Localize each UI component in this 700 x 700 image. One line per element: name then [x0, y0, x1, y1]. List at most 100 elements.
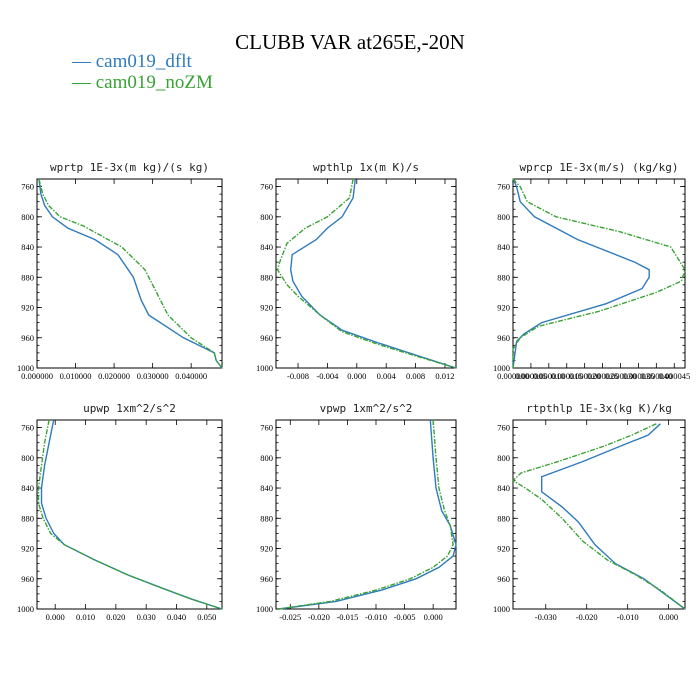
- plot-frame: [36, 419, 223, 610]
- x-tick-label: 0.030000: [137, 371, 169, 381]
- legend-item-dflt: — cam019_dflt: [72, 51, 192, 72]
- panel-1: wprtp 1E-3x(m kg)/(s kg) 760 800 840 880 920 9…: [17, 161, 223, 381]
- x-tick-label: 0.010000: [60, 371, 92, 381]
- x-tick-label: -0.008: [287, 371, 309, 381]
- series-line-nozm: [511, 423, 686, 610]
- plot-frame: [512, 178, 686, 369]
- y-tick-label: 760: [21, 423, 34, 433]
- x-tick-label: -0.005: [394, 612, 416, 622]
- x-tick-label: -0.010: [365, 612, 387, 622]
- panel-3: wprcp 1E-3x(m/s) (kg/kg) 760 800 840 880 920 9…: [493, 161, 690, 381]
- series-line-nozm: [512, 178, 686, 368]
- y-tick-label: 840: [497, 242, 510, 252]
- y-tick-label: 1000: [17, 363, 34, 373]
- panel-title: wprtp 1E-3x(m kg)/(s kg): [50, 161, 209, 174]
- y-tick-label: 880: [260, 513, 273, 523]
- x-tick-label: 0.020: [106, 612, 125, 622]
- y-tick-label: 880: [260, 272, 273, 282]
- legend-label-dflt: cam019_dflt: [95, 51, 192, 72]
- y-tick-label: 1000: [493, 604, 510, 614]
- y-tick-label: 920: [497, 544, 510, 554]
- x-tick-label: 0.000025: [587, 371, 619, 381]
- figure-title: CLUBB VAR at265E,-20N: [235, 30, 465, 54]
- x-tick-label: -0.025: [279, 612, 301, 622]
- x-tick-label: 0.000000: [497, 371, 529, 381]
- legend-label-nozm: cam019_noZM: [95, 72, 213, 93]
- x-tick-label: 0.000040: [640, 371, 672, 381]
- x-tick-label: -0.010: [617, 612, 639, 622]
- x-tick-label: 0.020000: [98, 371, 130, 381]
- y-tick-label: 960: [497, 333, 510, 343]
- y-tick-label: 920: [497, 303, 510, 313]
- series-line-nozm: [38, 178, 223, 369]
- y-tick-label: 960: [260, 574, 273, 584]
- x-tick-label: 0.000045: [658, 371, 690, 381]
- x-tick-label: 0.030: [137, 612, 156, 622]
- y-tick-label: 800: [497, 453, 510, 463]
- y-tick-label: 960: [497, 574, 510, 584]
- panel-title: wprcp 1E-3x(m/s) (kg/kg): [520, 161, 679, 174]
- plot-frame: [512, 419, 686, 610]
- plot-frame: [275, 178, 457, 369]
- x-tick-label: 0.000015: [551, 371, 583, 381]
- series-line-dflt: [278, 419, 457, 610]
- y-tick-label: 880: [497, 513, 510, 523]
- y-tick-label: 760: [497, 182, 510, 192]
- x-tick-label: 0.040000: [175, 371, 207, 381]
- x-tick-label: -0.020: [576, 612, 598, 622]
- x-tick-label: 0.000: [347, 371, 366, 381]
- x-tick-label: -0.020: [308, 612, 330, 622]
- x-tick-label: 0.000010: [533, 371, 565, 381]
- panel-title: rtpthlp 1E-3x(kg K)/kg: [526, 402, 672, 415]
- plot-frame: [275, 419, 457, 610]
- y-tick-label: 920: [21, 303, 34, 313]
- series-line-dflt: [512, 178, 650, 369]
- y-tick-label: 760: [260, 423, 273, 433]
- y-tick-label: 800: [260, 453, 273, 463]
- y-tick-label: 760: [260, 182, 273, 192]
- x-tick-label: 0.000005: [515, 371, 547, 381]
- series-line-dflt: [40, 419, 223, 610]
- y-tick-label: 800: [260, 212, 273, 222]
- panel-title: upwp 1xm^2/s^2: [83, 402, 176, 415]
- y-tick-label: 840: [21, 242, 34, 252]
- x-tick-label: -0.015: [336, 612, 358, 622]
- y-tick-label: 920: [21, 544, 34, 554]
- x-tick-label: 0.010: [76, 612, 95, 622]
- y-tick-label: 960: [21, 333, 34, 343]
- series-line-nozm: [278, 419, 454, 610]
- y-tick-label: 800: [21, 453, 34, 463]
- y-tick-label: 840: [21, 483, 34, 493]
- legend-item-nozm: — cam019_noZM: [72, 72, 213, 93]
- x-tick-label: 0.000: [659, 612, 678, 622]
- plot-frame: [36, 178, 223, 369]
- panel-2: wpthlp 1x(m K)/s 760 800 840 880 920 960 1000 -0…: [256, 161, 457, 381]
- y-tick-label: 1000: [256, 604, 273, 614]
- panel-title: wpthlp 1x(m K)/s: [313, 161, 419, 174]
- y-tick-label: 960: [260, 333, 273, 343]
- x-tick-label: 0.000030: [605, 371, 637, 381]
- y-tick-label: 760: [497, 423, 510, 433]
- x-tick-label: -0.004: [316, 371, 339, 381]
- x-tick-label: 0.000000: [21, 371, 53, 381]
- y-tick-label: 880: [21, 513, 34, 523]
- x-tick-label: 0.000: [46, 612, 65, 622]
- x-tick-label: 0.008: [406, 371, 425, 381]
- y-tick-label: 1000: [256, 363, 273, 373]
- series-line-dflt: [289, 178, 457, 369]
- x-tick-label: 0.050: [197, 612, 216, 622]
- series-line-dflt: [38, 178, 223, 369]
- series-line-nozm: [37, 419, 223, 610]
- y-tick-label: 840: [260, 242, 273, 252]
- y-tick-label: 960: [21, 574, 34, 584]
- panel-4: upwp 1xm^2/s^2 760 800 840 880 920 960 1000 0.00…: [17, 402, 223, 622]
- y-tick-label: 840: [260, 483, 273, 493]
- y-tick-label: 840: [497, 483, 510, 493]
- x-tick-label: 0.004: [377, 371, 397, 381]
- y-tick-label: 1000: [493, 363, 510, 373]
- x-tick-label: 0.000: [424, 612, 443, 622]
- series-line-dflt: [541, 423, 686, 610]
- y-tick-label: 760: [21, 182, 34, 192]
- series-line-nozm: [276, 178, 457, 369]
